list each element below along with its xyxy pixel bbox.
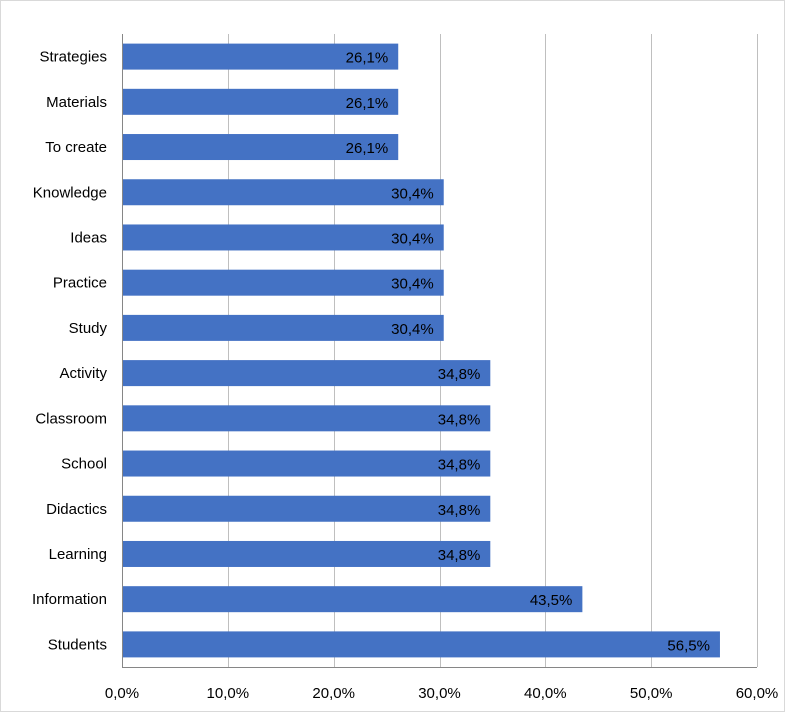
x-tick-label: 10,0% bbox=[207, 685, 250, 702]
data-label: 30,4% bbox=[391, 276, 434, 293]
data-label: 26,1% bbox=[346, 50, 389, 67]
category-label: Learning bbox=[49, 546, 107, 563]
data-label: 56,5% bbox=[667, 637, 710, 654]
bar bbox=[122, 631, 720, 658]
bar bbox=[122, 360, 491, 387]
category-label: Students bbox=[48, 636, 107, 653]
x-tick-label: 30,0% bbox=[418, 685, 461, 702]
category-label: School bbox=[61, 456, 107, 473]
x-tick-label: 60,0% bbox=[736, 685, 779, 702]
bar bbox=[122, 495, 491, 522]
data-label: 34,8% bbox=[438, 366, 481, 383]
category-label: Materials bbox=[46, 94, 107, 111]
category-label: Didactics bbox=[46, 501, 107, 518]
category-label: To create bbox=[45, 139, 107, 156]
bar bbox=[122, 43, 399, 70]
category-label: Classroom bbox=[35, 410, 107, 427]
category-label: Activity bbox=[59, 365, 107, 382]
category-label: Practice bbox=[53, 275, 107, 292]
x-tick-label: 20,0% bbox=[312, 685, 355, 702]
bar bbox=[122, 405, 491, 432]
category-label: Strategies bbox=[39, 49, 107, 66]
bar bbox=[122, 269, 444, 296]
data-label: 34,8% bbox=[438, 457, 481, 474]
x-tick-label: 40,0% bbox=[524, 685, 567, 702]
data-label: 34,8% bbox=[438, 411, 481, 428]
category-label: Knowledge bbox=[33, 184, 107, 201]
x-tick-label: 0,0% bbox=[105, 685, 139, 702]
category-label: Information bbox=[32, 591, 107, 608]
data-label: 43,5% bbox=[530, 592, 573, 609]
bar bbox=[122, 134, 399, 161]
bar bbox=[122, 88, 399, 115]
bar bbox=[122, 450, 491, 477]
data-label: 30,4% bbox=[391, 185, 434, 202]
data-label: 34,8% bbox=[438, 547, 481, 564]
category-label: Ideas bbox=[70, 229, 107, 246]
bar bbox=[122, 224, 444, 251]
bar bbox=[122, 586, 583, 613]
x-tick-label: 50,0% bbox=[630, 685, 673, 702]
data-label: 30,4% bbox=[391, 321, 434, 338]
data-label: 34,8% bbox=[438, 502, 481, 519]
category-label: Study bbox=[69, 320, 108, 337]
data-label: 30,4% bbox=[391, 230, 434, 247]
bar bbox=[122, 540, 491, 567]
data-label: 26,1% bbox=[346, 95, 389, 112]
data-label: 26,1% bbox=[346, 140, 389, 157]
bar bbox=[122, 179, 444, 206]
bar bbox=[122, 314, 444, 341]
